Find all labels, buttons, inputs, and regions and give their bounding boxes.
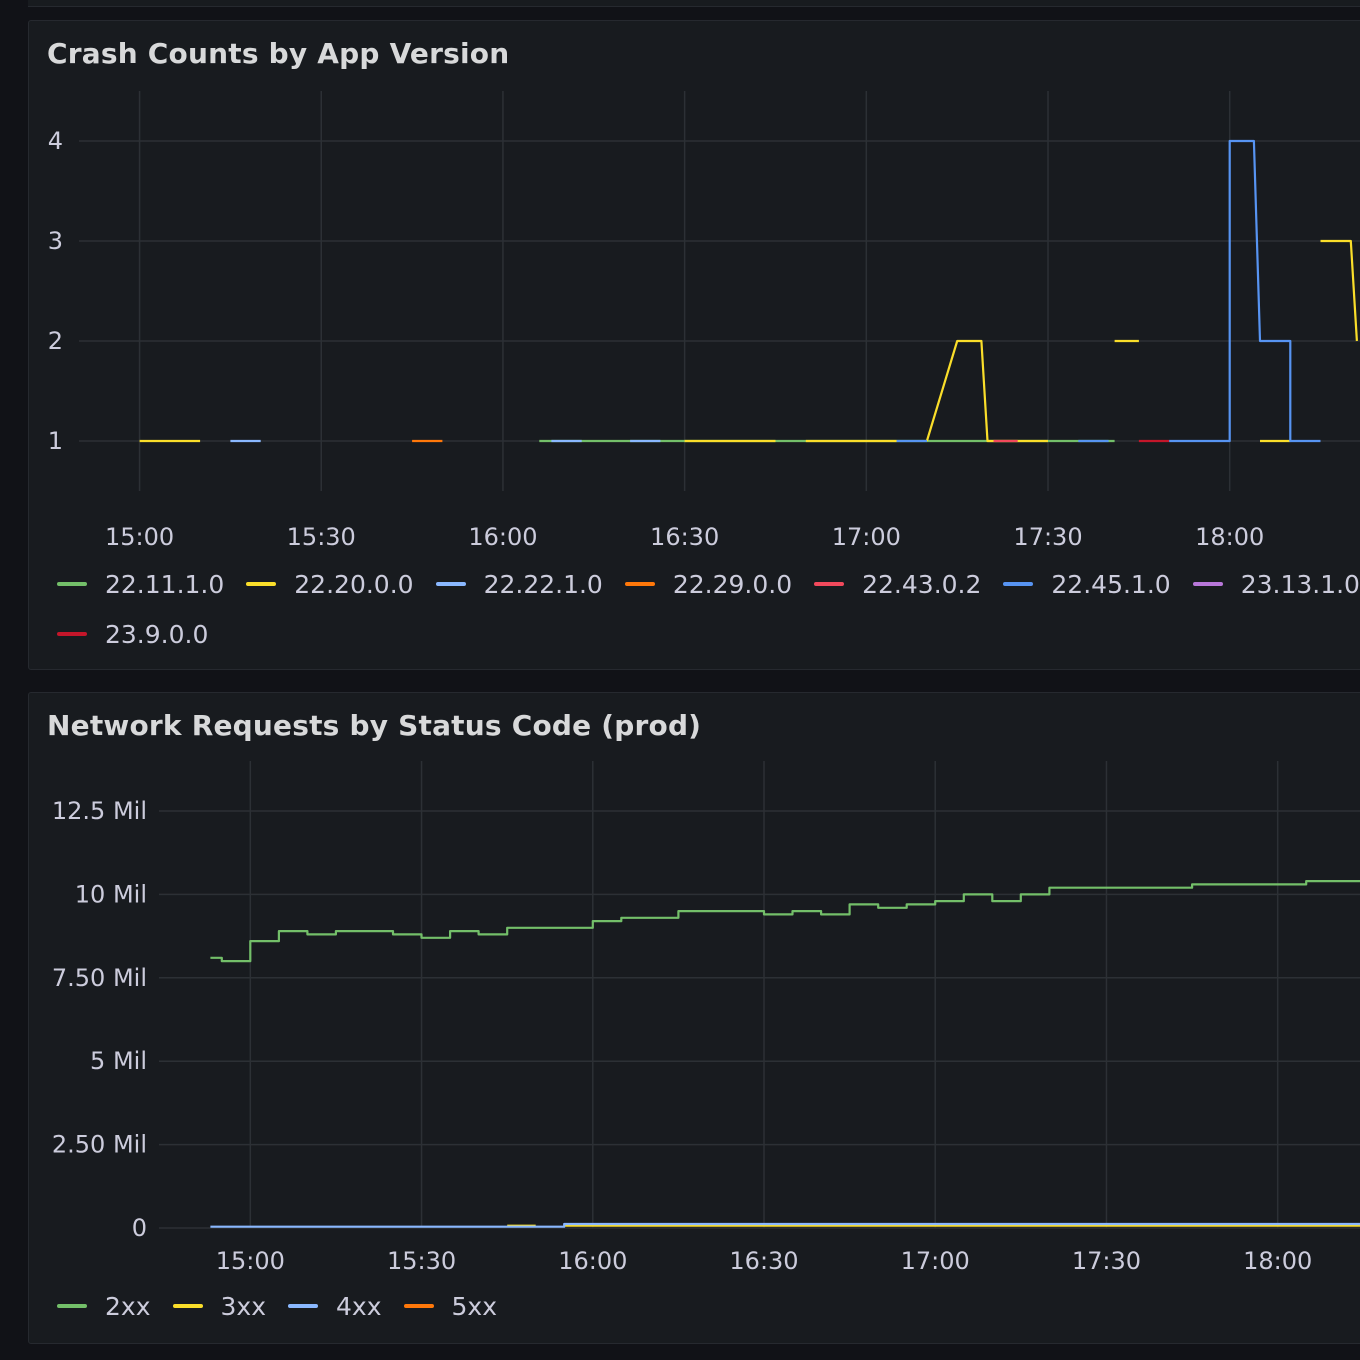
legend-label: 22.22.1.0: [483, 569, 603, 599]
x-tick-label: 17:30: [1013, 523, 1082, 551]
legend-item[interactable]: 23.9.0.0: [57, 620, 208, 649]
network-requests-chart: 0 2.50 Mil 5 Mil 7.50 Mil 10 Mil 12.5 Mil 15:0…: [52, 761, 1360, 1275]
panel-title[interactable]: Crash Counts by App Version: [47, 37, 510, 70]
legend-swatch: [57, 1304, 87, 1308]
legend-item[interactable]: 22.29.0.0: [624, 569, 793, 599]
legend-item[interactable]: 2xx: [57, 1292, 151, 1321]
legend-swatch: [1003, 582, 1034, 586]
x-tick-label: 17:00: [832, 523, 901, 551]
legend-item[interactable]: 22.45.1.0: [1003, 569, 1171, 599]
y-tick-label: 3: [48, 227, 63, 255]
legend-item[interactable]: 3xx: [172, 1291, 267, 1321]
x-tick-label: 18:00: [1243, 1247, 1312, 1275]
legend-label: 4xx: [336, 1291, 382, 1321]
y-tick-label: 10 Mil: [75, 880, 147, 908]
legend-item[interactable]: 22.43.0.2: [814, 570, 981, 599]
series-line-4xx[interactable]: [210, 1222, 1360, 1228]
x-tick-label: 15:30: [387, 1247, 456, 1275]
series-line-22-20-0-0[interactable]: [139, 239, 1358, 443]
legend-swatch: [403, 1304, 434, 1308]
legend-label: 3xx: [220, 1291, 267, 1321]
y-tick-label: 4: [48, 127, 63, 155]
network-requests-panel: Network Requests by Status Code (prod) 0…: [28, 692, 1360, 1344]
legend-item[interactable]: 5xx: [403, 1291, 498, 1321]
y-tick-label: 2: [48, 327, 63, 355]
x-tick-label: 15:00: [105, 523, 174, 551]
legend-swatch: [288, 1304, 318, 1308]
x-tick-label: 18:00: [1195, 523, 1264, 551]
legend-label: 22.20.0.0: [294, 569, 414, 599]
y-tick-label: 2.50 Mil: [52, 1131, 147, 1159]
legend-label: 22.43.0.2: [862, 569, 982, 599]
y-tick-label: 5 Mil: [90, 1047, 147, 1075]
crash-counts-panel: Crash Counts by App Version 1 2 3 4 15:00 15:…: [28, 20, 1360, 670]
x-tick-label: 17:00: [901, 1247, 970, 1275]
panel-title[interactable]: Network Requests by Status Code (prod): [47, 709, 702, 742]
legend-label: 22.45.1.0: [1051, 569, 1171, 599]
network-legend: 2xx 3xx 4xx 5xx: [57, 1281, 519, 1331]
legend-swatch: [435, 582, 466, 586]
x-tick-label: 15:30: [287, 523, 356, 551]
legend-swatch: [172, 1304, 203, 1308]
x-tick-label: 16:00: [468, 523, 537, 551]
legend-swatch: [1192, 582, 1223, 586]
legend-swatch: [624, 582, 655, 586]
legend-item[interactable]: 22.20.0.0: [246, 569, 414, 599]
legend-swatch: [814, 582, 845, 586]
legend-label: 23.9.0.0: [105, 619, 209, 649]
legend-label: 2xx: [105, 1291, 151, 1321]
legend-item[interactable]: 22.22.1.0: [435, 569, 603, 599]
legend-label: 23.13.1.0: [1240, 569, 1360, 599]
y-tick-label: 0: [132, 1214, 147, 1242]
crash-legend: 22.11.1.0 22.20.0.0 22.22.1.0 22.29.0.0 22.4…: [57, 559, 1360, 659]
legend-swatch: [246, 582, 277, 586]
legend-swatch: [57, 632, 87, 636]
legend-row: 23.9.0.0: [57, 609, 1360, 659]
legend-item[interactable]: 22.11.1.0: [57, 570, 224, 599]
legend-label: 5xx: [451, 1291, 498, 1321]
legend-item[interactable]: 23.13.1.0: [1192, 569, 1360, 599]
series-line-22-45-1-0[interactable]: [896, 139, 1321, 443]
x-tick-label: 16:30: [650, 523, 719, 551]
x-tick-label: 15:00: [216, 1247, 285, 1275]
x-tick-label: 16:30: [729, 1247, 798, 1275]
x-tick-label: 17:30: [1072, 1247, 1141, 1275]
legend-swatch: [57, 582, 87, 586]
series-line-2xx[interactable]: [210, 880, 1360, 963]
crash-counts-chart: 1 2 3 4 15:00 15:30 16:00 16:30 17:00 17:30 18:00: [48, 91, 1360, 551]
legend-row: 2xx 3xx 4xx 5xx: [57, 1281, 519, 1331]
y-tick-label: 12.5 Mil: [52, 797, 147, 825]
y-tick-label: 1: [48, 427, 63, 455]
x-tick-label: 16:00: [558, 1247, 627, 1275]
legend-row: 22.11.1.0 22.20.0.0 22.22.1.0 22.29.0.0 22.4…: [57, 559, 1360, 609]
previous-panel-edge: [28, 0, 1360, 7]
legend-item[interactable]: 4xx: [288, 1292, 382, 1321]
legend-label: 22.11.1.0: [105, 569, 225, 599]
legend-label: 22.29.0.0: [672, 569, 793, 599]
y-tick-label: 7.50 Mil: [52, 964, 147, 992]
